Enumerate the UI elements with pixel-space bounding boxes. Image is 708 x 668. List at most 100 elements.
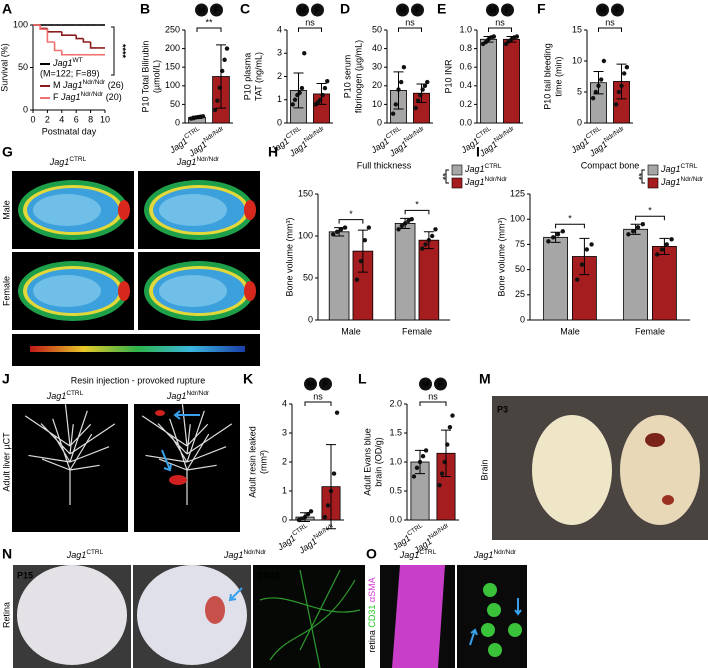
y-tick-label: 20: [372, 80, 382, 90]
legend-label: Jag1WT: [52, 57, 83, 69]
sex-icon-label: M: [489, 5, 497, 15]
colorbar-tick: 50: [213, 354, 223, 364]
column-title: Jag1CTRL: [49, 156, 87, 168]
retina: [137, 565, 247, 665]
data-point: [330, 232, 336, 237]
data-point: [325, 503, 331, 508]
y-tick-label: 10: [572, 55, 582, 65]
survival-step: [46, 29, 55, 43]
category-label: Male: [341, 326, 361, 336]
significance: ns: [405, 17, 415, 27]
column-title-part: Ndr/Ndr: [196, 156, 219, 163]
y-axis-label: P10 tail bleeding: [542, 43, 552, 110]
y-tick-label: 2.0: [389, 398, 402, 408]
hemorrhage: [205, 596, 225, 624]
column-title-part: Jag1: [176, 157, 197, 167]
column-title-part: Ndr/Ndr: [186, 390, 209, 397]
data-point: [669, 237, 674, 242]
y-tick-label: 0.0: [389, 514, 402, 524]
legend-swatch: [647, 164, 659, 176]
side-label: retina CD31 αSMA: [367, 577, 377, 652]
data-point: [413, 105, 418, 111]
x-tick-label: 8: [88, 114, 93, 124]
significance: ns: [428, 391, 438, 401]
x-tick-label: 4: [59, 114, 64, 124]
category-label-part: CTRL: [183, 125, 201, 141]
y-tick-label: 2: [277, 71, 282, 81]
data-point: [555, 232, 561, 237]
y-tick-label: 0.2: [459, 99, 472, 109]
legend-label-part: Ndr/Ndr: [83, 79, 106, 86]
y-axis-label: Adult resin leaked: [247, 426, 257, 498]
legend-bracket: [641, 169, 645, 184]
data-point: [447, 425, 453, 430]
column-title-part: Jag1: [46, 391, 67, 401]
category-label-part: Ndr/Ndr: [403, 125, 426, 144]
cell-cluster: [481, 623, 495, 637]
legend-label-part: F: [53, 92, 61, 102]
error-bar: [659, 237, 670, 255]
y-tick-label: 0: [377, 117, 382, 127]
colorbar: [30, 346, 245, 352]
column-title: Jag1Ndr/Ndr: [473, 549, 517, 561]
error-bar: [334, 227, 345, 237]
error-bar: [630, 223, 641, 235]
hemorrhage: [645, 433, 665, 447]
arrow: [173, 410, 200, 420]
data-point: [584, 247, 589, 252]
data-point: [613, 102, 619, 107]
survival-step: [82, 38, 91, 43]
bar: [394, 222, 416, 321]
side-label-part: retina: [367, 628, 377, 653]
significance: ns: [495, 17, 505, 27]
significance-bracket: [196, 27, 222, 32]
column-title-part: Jag1: [223, 550, 244, 560]
category-label-part: CTRL: [291, 522, 309, 538]
data-point: [635, 225, 641, 230]
column-title-part: Jag1: [166, 391, 187, 401]
column-title-part: CTRL: [69, 156, 86, 163]
data-point: [331, 471, 337, 476]
data-point: [396, 227, 401, 232]
bar: [418, 239, 440, 321]
column-title-part: Jag1: [399, 550, 420, 560]
data-point: [551, 235, 556, 240]
significance: *: [648, 206, 652, 216]
liver-image: [12, 404, 128, 532]
data-point: [393, 102, 399, 107]
caption: resin leak: [191, 517, 234, 527]
column-title-part: Ndr/Ndr: [243, 549, 266, 556]
data-point: [409, 217, 414, 222]
error-bar: [506, 36, 517, 43]
data-point: [659, 247, 665, 252]
caption: PV resin: [140, 517, 176, 527]
data-point: [429, 233, 435, 239]
legend-label-part: Jag1: [660, 164, 681, 174]
error-bar: [293, 72, 304, 109]
panel-letter: G: [2, 144, 13, 160]
y-tick-label: 50: [515, 264, 525, 274]
data-point: [302, 51, 307, 56]
y-tick-label: 50: [18, 62, 28, 72]
y-tick-label: 1.5: [389, 427, 402, 437]
panel-letter: M: [479, 371, 491, 387]
sex-icon-label: M: [299, 5, 307, 15]
data-point: [224, 46, 230, 51]
y-axis-label: Survival (%): [0, 43, 9, 92]
column-title-part: Jag1: [473, 550, 494, 560]
vessel-tree: [24, 404, 116, 505]
category-label-part: Ndr/Ndr: [427, 522, 450, 541]
legend-label-part: Jag1: [660, 177, 681, 187]
significance: ****: [118, 44, 128, 59]
stain-label: CD31: [257, 570, 280, 580]
bar: [623, 228, 648, 321]
column-title: Jag1CTRL: [46, 390, 84, 402]
y-axis-label: Bone volume (mm³): [496, 217, 506, 296]
data-point: [514, 34, 520, 39]
bar: [543, 236, 568, 321]
legend-label-part: WT: [73, 57, 83, 64]
data-point: [439, 471, 445, 476]
y-tick-label: 0.6: [459, 62, 472, 72]
column-title-part: Ndr/Ndr: [493, 549, 516, 556]
column-title-part: Jag1: [66, 550, 87, 560]
